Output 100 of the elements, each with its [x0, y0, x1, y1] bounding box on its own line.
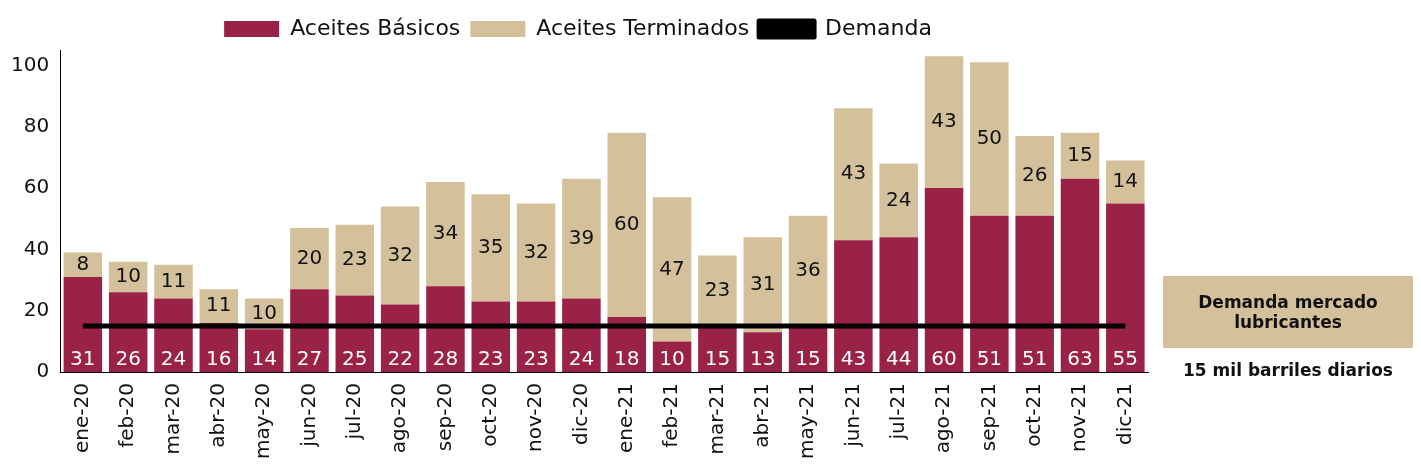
- bar: [1060, 178, 1100, 373]
- data-label: 24: [160, 346, 187, 371]
- x-tick-label: jun-21: [839, 383, 864, 448]
- data-label: 60: [931, 346, 957, 371]
- legend-label: Aceites Terminados: [536, 14, 750, 40]
- data-label: 51: [1021, 346, 1048, 371]
- data-label: 15: [795, 346, 821, 371]
- data-label: 47: [659, 255, 685, 280]
- x-tick-label: may-21: [794, 383, 819, 459]
- data-label: 34: [432, 220, 459, 245]
- bar: [63, 277, 103, 373]
- bar: [1060, 132, 1100, 179]
- legend-label: Aceites Básicos: [290, 14, 461, 40]
- x-tick-label: ago-21: [930, 383, 955, 454]
- x-tick-label: mar-21: [703, 383, 728, 455]
- data-label: 11: [160, 267, 187, 292]
- data-label: 10: [251, 300, 277, 325]
- bar: [290, 227, 329, 290]
- x-tick-label: may-20: [250, 383, 275, 459]
- data-label: 32: [387, 241, 413, 266]
- data-label: 32: [523, 238, 549, 263]
- bar: [426, 181, 465, 287]
- x-tick-label: sep-20: [431, 383, 456, 452]
- data-label: 23: [342, 246, 368, 271]
- x-tick-label: abr-21: [748, 383, 773, 448]
- bar: [471, 194, 511, 302]
- data-label: 43: [840, 160, 867, 185]
- x-tick-label: jun-20: [295, 383, 320, 448]
- data-label: 16: [206, 346, 232, 371]
- data-label: 50: [976, 125, 1003, 150]
- text: Demanda mercado lubricantes: [1163, 276, 1413, 348]
- data-label: 39: [568, 224, 595, 249]
- data-label: 23: [704, 277, 731, 302]
- data-label: 60: [614, 211, 640, 236]
- text: 15 mil barriles diarios: [1182, 360, 1394, 380]
- bar: [834, 108, 873, 241]
- y-tick-label: 100: [10, 51, 50, 76]
- data-label: 24: [568, 346, 595, 371]
- y-tick-label: 0: [36, 358, 50, 383]
- x-tick-label: abr-20: [205, 383, 230, 448]
- x-tick-label: sep-21: [975, 383, 1000, 452]
- bar: [879, 163, 918, 238]
- data-label: 11: [206, 292, 232, 317]
- x-tick-label: dic-20: [567, 383, 592, 446]
- bar: [924, 56, 964, 189]
- data-label: 43: [840, 346, 867, 371]
- data-label: 14: [1112, 168, 1139, 193]
- data-label: 10: [659, 346, 685, 371]
- bar: [879, 237, 918, 373]
- data-label: 36: [795, 257, 821, 282]
- bar: [607, 132, 647, 317]
- x-tick-label: dic-21: [1111, 383, 1136, 446]
- y-tick-label: 40: [23, 235, 50, 260]
- data-label: 31: [70, 346, 96, 371]
- bar: [1015, 135, 1054, 216]
- x-tick-label: oct-20: [476, 383, 501, 447]
- data-label: 27: [296, 346, 323, 371]
- data-label: 13: [750, 346, 776, 371]
- bar: [970, 62, 1009, 216]
- bar: [652, 197, 692, 342]
- bar: [335, 224, 375, 296]
- data-label: 15: [1067, 142, 1093, 167]
- data-label: 35: [478, 234, 504, 259]
- x-tick-label: nov-21: [1066, 383, 1091, 452]
- x-tick-label: feb-21: [658, 383, 683, 448]
- x-tick-label: jul-21: [884, 383, 909, 441]
- data-label: 18: [614, 346, 640, 371]
- data-label: 14: [251, 346, 277, 371]
- data-label: 31: [750, 270, 776, 295]
- bar: [743, 237, 782, 333]
- data-label: 25: [342, 346, 368, 371]
- bar: [380, 206, 420, 305]
- x-tick-label: mar-20: [159, 383, 184, 455]
- data-label: 23: [478, 346, 504, 371]
- bar: [1106, 203, 1145, 373]
- x-tick-label: ene-21: [612, 383, 637, 454]
- data-label: 23: [523, 346, 549, 371]
- x-tick-label: oct-21: [1020, 383, 1045, 447]
- data-label: 26: [1021, 161, 1048, 186]
- data-label: 51: [976, 346, 1003, 371]
- bar: [834, 240, 873, 373]
- x-tick-label: jul-20: [341, 383, 365, 441]
- data-label: 8: [76, 250, 90, 275]
- x-tick-label: ene-20: [69, 383, 94, 454]
- bar: [924, 188, 964, 373]
- data-label: 22: [387, 346, 413, 371]
- data-label: 43: [931, 108, 957, 133]
- data-label: 28: [432, 346, 459, 371]
- data-label: 15: [704, 346, 731, 371]
- y-tick-label: 80: [23, 112, 50, 137]
- bar: [244, 329, 284, 373]
- bar: [290, 289, 329, 373]
- x-tick-label: nov-20: [522, 383, 547, 452]
- data-label: 26: [115, 346, 141, 371]
- y-tick-label: 60: [23, 174, 50, 199]
- data-label: 55: [1112, 346, 1139, 371]
- bar: [516, 203, 556, 302]
- x-tick-label: feb-20: [114, 383, 139, 448]
- bar: [1015, 215, 1054, 373]
- data-label: 20: [296, 244, 323, 269]
